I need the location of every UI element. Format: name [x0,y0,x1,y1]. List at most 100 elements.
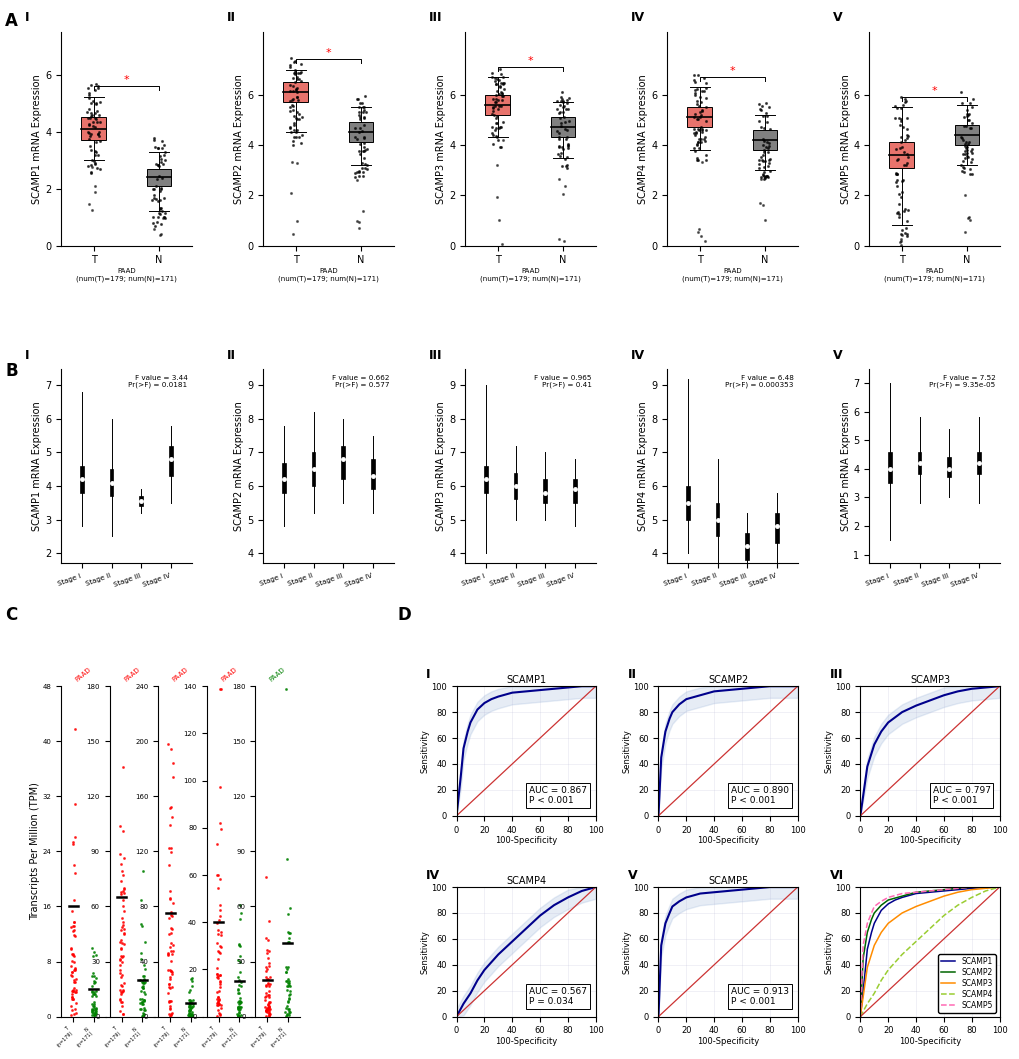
Text: F value = 7.52
Pr(>F) = 9.35e-05: F value = 7.52 Pr(>F) = 9.35e-05 [928,375,995,388]
Point [92,132,108,149]
Text: F value = 0.662
Pr(>F) = 0.577: F value = 0.662 Pr(>F) = 0.577 [332,375,389,388]
Point [352,136,368,152]
Point [358,160,374,177]
Point [489,91,505,108]
X-axis label: 100-Specificity: 100-Specificity [494,836,556,845]
Point [288,122,305,139]
Point [279,977,296,994]
Point [487,86,503,103]
Point [182,999,199,1016]
Point [958,142,974,159]
Point [281,1003,298,1020]
Point [896,225,912,241]
Point [261,1008,277,1025]
Point [952,157,968,174]
Point [258,977,274,994]
Point [259,1000,275,1017]
Point [356,129,372,146]
Point [261,1004,277,1021]
Point [283,96,300,113]
Point [67,982,84,999]
Point [896,200,912,217]
Text: III: III [428,11,442,24]
Point [89,114,105,131]
Point [212,974,228,991]
Point [84,1002,100,1019]
Point [231,936,248,953]
Point [258,985,274,1002]
SCAMP2 [978,881,990,894]
Point [554,93,571,110]
Point [962,154,978,170]
Text: V: V [832,11,842,24]
Point [759,158,775,175]
Point [963,141,979,158]
Point [293,126,310,143]
Point [86,974,102,991]
Point [88,95,104,112]
Bar [550,118,575,138]
Point [558,128,575,145]
Point [697,89,713,106]
Point [282,983,299,1000]
Point [232,904,249,921]
Point [287,80,304,97]
Point [156,209,172,226]
Title: SCAMP4: SCAMP4 [505,876,546,886]
Point [551,138,568,155]
Point [898,228,914,245]
SCAMP2 [923,884,935,897]
Bar [954,125,978,145]
Text: F value = 0.965
Pr(>F) = 0.41: F value = 0.965 Pr(>F) = 0.41 [534,375,591,388]
Point [284,83,301,100]
Point [260,977,276,994]
Point [899,201,915,218]
Bar [686,486,689,520]
Y-axis label: SCAMP1 mRNA Expression: SCAMP1 mRNA Expression [33,401,43,531]
Point [693,154,709,170]
Point [281,925,298,941]
Point [66,948,83,965]
Point [687,105,703,122]
Point [558,148,575,165]
Point [164,769,180,786]
Point [897,157,913,174]
Point [352,145,368,162]
Point [291,106,308,123]
Point [152,227,168,244]
Line: SCAMP5: SCAMP5 [859,887,999,1017]
Point [83,126,99,143]
Point [278,972,294,989]
Point [211,937,227,954]
Text: II: II [226,11,235,24]
Point [553,84,570,101]
Point [112,952,128,969]
Point [209,880,225,897]
Point [131,971,148,988]
Text: V: V [832,349,842,362]
Point [687,73,703,90]
Point [292,73,309,90]
Point [81,79,97,96]
Point [63,957,79,974]
Point [693,83,709,100]
Point [491,78,507,95]
Point [213,681,229,698]
Point [486,121,502,138]
Point [136,971,152,988]
SCAMP2 [993,881,1005,894]
Point [85,1005,101,1022]
Point [65,833,82,850]
Point [493,236,510,253]
Bar [169,446,172,475]
Point [162,998,178,1015]
Point [559,101,576,118]
Point [488,94,504,111]
Point [163,953,179,970]
Point [160,975,176,992]
SCAMP5 [856,939,868,952]
Point [211,995,227,1012]
Point [280,934,297,951]
Point [282,119,299,136]
Point [887,174,903,191]
